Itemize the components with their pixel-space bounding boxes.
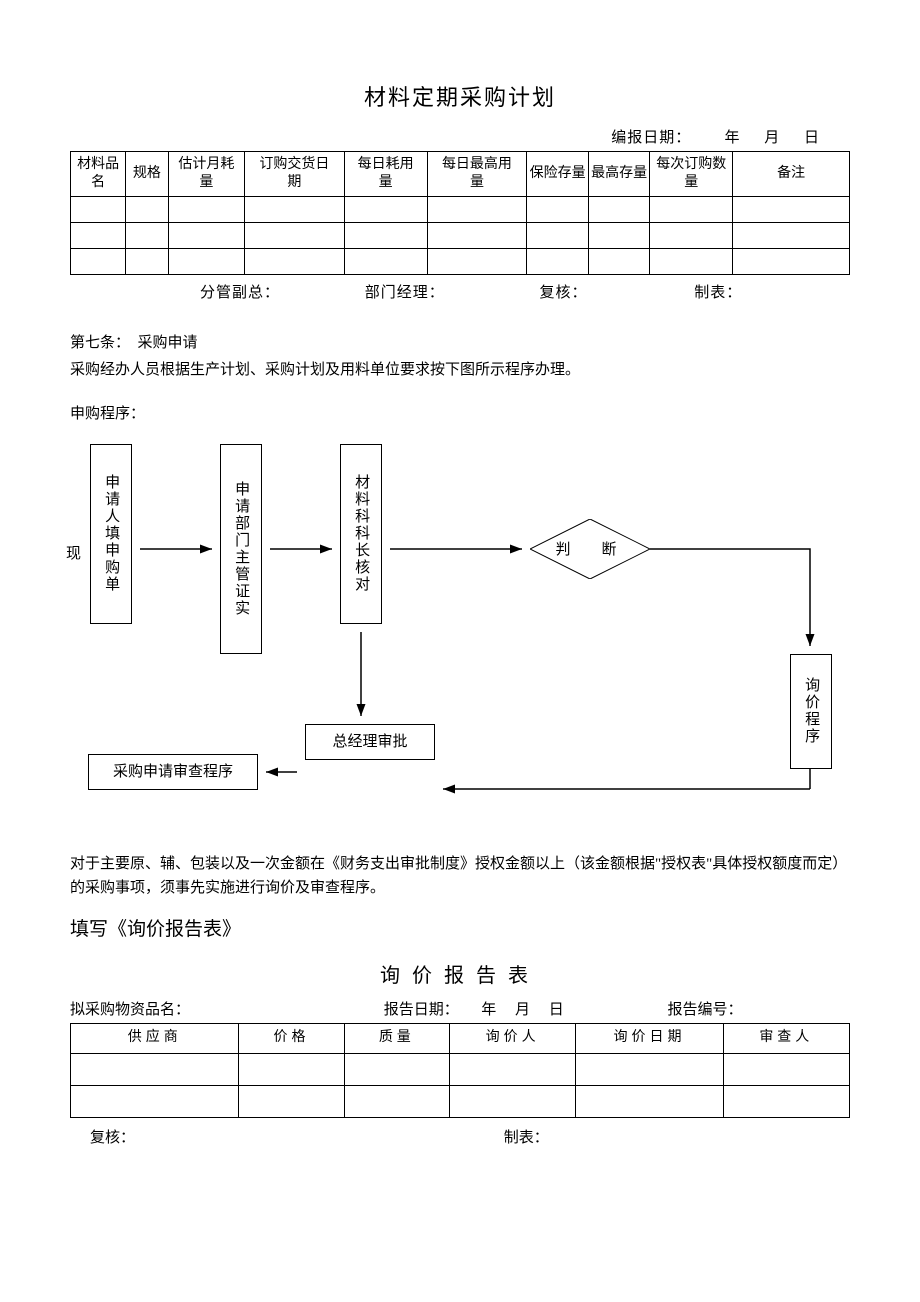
flow-node-gm-approval: 总经理审批 [305, 724, 435, 760]
article-7-label: 第七条： [70, 335, 130, 351]
flow-node-applicant: 申请人填申购单 [90, 444, 132, 624]
meta-report-no: 报告编号： [668, 1002, 743, 1018]
col-inquirer: 询价人 [449, 1023, 575, 1053]
col-material-name: 材料品名 [71, 152, 126, 197]
table-row [71, 197, 850, 223]
col-daily-consume: 每日耗用 量 [344, 152, 427, 197]
inquiry-report-table: 供应商 价格 质量 询价人 询价日期 审查人 [70, 1023, 850, 1118]
sign-deputy: 分管副总： [200, 281, 360, 302]
flow-node-review-proc-label: 采购申请审查程序 [113, 762, 233, 782]
flow-node-dept-head-label: 申请部门主管证实 [231, 481, 251, 617]
col-delivery-date: 订购交货日 期 [245, 152, 345, 197]
meta-year: 年 [481, 1002, 496, 1018]
table-row [71, 223, 850, 249]
col-price: 价格 [239, 1023, 344, 1053]
flow-node-review-proc: 采购申请审查程序 [88, 754, 258, 790]
signature-line-1: 分管副总： 部门经理： 复核： 制表： [70, 281, 850, 302]
table-row [71, 1053, 850, 1085]
signature-line-2: 复核： 制表： [70, 1126, 850, 1147]
meta-item-name: 拟采购物资品名： [70, 998, 380, 1019]
date-month-label: 月 [764, 130, 780, 146]
procurement-plan-table: 材料品名 规格 估计月耗 量 订购交货日 期 每日耗用 量 每日最高用 量 保险… [70, 151, 850, 275]
sign-prepare: 制表： [694, 281, 742, 302]
flow-node-material-chief-label: 材料科科长核对 [351, 474, 371, 593]
flow-node-decision: 判 断 [530, 519, 650, 579]
flowchart: 现 申请人填申购单 申请部门主管证实 材料科科长核对 判 断 询价程序 总经理审… [70, 434, 850, 834]
sign2-review: 复核： [70, 1126, 500, 1147]
sign-review: 复核： [540, 281, 690, 302]
date-year-label: 年 [724, 130, 740, 146]
col-supplier: 供应商 [71, 1023, 239, 1053]
flow-node-gm-approval-label: 总经理审批 [332, 732, 407, 752]
article-7-title: 采购申请 [138, 335, 198, 351]
article-7-heading: 第七条： 采购申请 [70, 332, 850, 355]
flow-node-inquiry: 询价程序 [790, 654, 832, 769]
col-inquiry-date: 询价日期 [576, 1023, 723, 1053]
col-spec: 规格 [126, 152, 168, 197]
inquiry-report-title: 询价报告表 [70, 959, 850, 988]
table-header-row: 供应商 价格 质量 询价人 询价日期 审查人 [71, 1023, 850, 1053]
fill-inquiry-title: 填写《询价报告表》 [70, 914, 850, 941]
col-remark: 备注 [733, 152, 850, 197]
date-day-label: 日 [804, 130, 820, 146]
flow-node-material-chief: 材料科科长核对 [340, 444, 382, 624]
flow-node-decision-label: 判 断 [530, 519, 650, 579]
flow-node-inquiry-label: 询价程序 [801, 677, 821, 745]
col-max-stock: 最高存量 [588, 152, 650, 197]
table-row [71, 1085, 850, 1117]
table-header-row: 材料品名 规格 估计月耗 量 订购交货日 期 每日耗用 量 每日最高用 量 保险… [71, 152, 850, 197]
sign2-prepare: 制表： [504, 1130, 549, 1146]
date-label: 编报日期： [611, 130, 691, 146]
col-reviewer: 审查人 [723, 1023, 849, 1053]
meta-report-date-label: 报告日期： [384, 1002, 459, 1018]
table-row [71, 249, 850, 275]
meta-month: 月 [515, 1002, 530, 1018]
article-7-body: 采购经办人员根据生产计划、采购计划及用料单位要求按下图所示程序办理。 [70, 359, 850, 382]
procedure-label: 申购程序： [70, 403, 850, 426]
page-title-1: 材料定期采购计划 [70, 80, 850, 112]
inquiry-meta-line: 拟采购物资品名： 报告日期： 年 月 日 报告编号： [70, 998, 850, 1019]
report-date-line: 编报日期： 年 月 日 [70, 126, 850, 147]
meta-day: 日 [549, 1002, 564, 1018]
col-daily-max: 每日最高用 量 [427, 152, 527, 197]
flow-node-applicant-label: 申请人填申购单 [101, 474, 121, 593]
col-quality: 质量 [344, 1023, 449, 1053]
body-paragraph-2: 对于主要原、辅、包装以及一次金额在《财务支出审批制度》授权金额以上（该金额根据"… [70, 852, 850, 900]
stray-text: 现 [66, 542, 81, 563]
col-safety-stock: 保险存量 [527, 152, 589, 197]
sign-manager: 部门经理： [365, 281, 535, 302]
col-monthly-consume: 估计月耗 量 [168, 152, 244, 197]
flow-node-dept-head: 申请部门主管证实 [220, 444, 262, 654]
col-order-qty: 每次订购数量 [650, 152, 733, 197]
